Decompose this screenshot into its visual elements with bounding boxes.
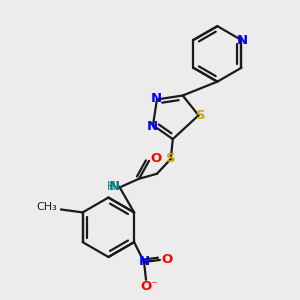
Text: O: O — [140, 280, 152, 293]
Text: CH₃: CH₃ — [36, 202, 57, 212]
Text: O: O — [150, 152, 162, 165]
Text: N: N — [139, 256, 150, 268]
Text: S: S — [196, 109, 205, 122]
Text: O: O — [161, 254, 172, 266]
Text: N: N — [146, 120, 158, 133]
Text: N: N — [109, 180, 120, 193]
Text: ⁻: ⁻ — [151, 279, 157, 292]
Text: H: H — [106, 180, 115, 193]
Text: N: N — [150, 92, 161, 105]
Text: N: N — [237, 34, 248, 46]
Text: S: S — [166, 152, 175, 165]
